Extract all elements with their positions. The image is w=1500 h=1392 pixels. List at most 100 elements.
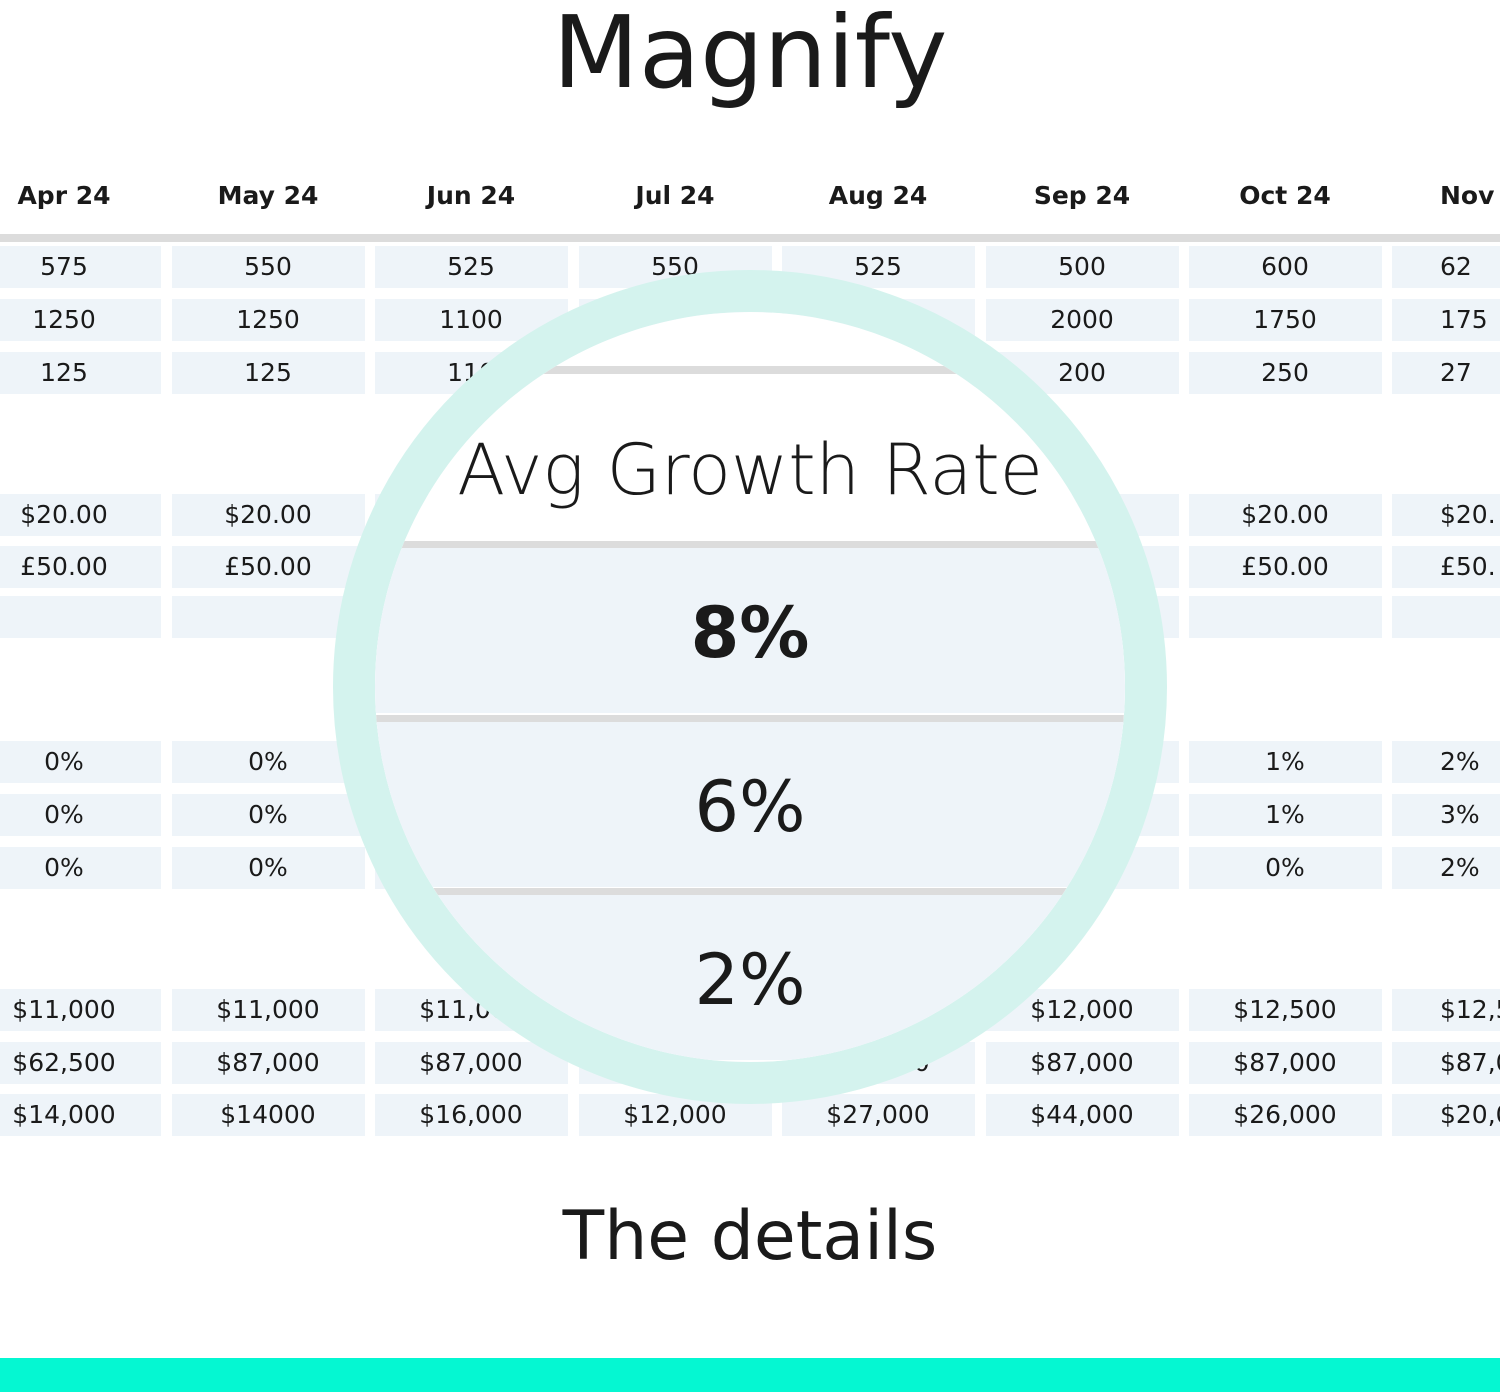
cell — [1189, 352, 1382, 394]
cell — [782, 1094, 975, 1136]
header-rule — [0, 234, 1500, 242]
cell-text: £50. — [1440, 552, 1496, 581]
cell-text: 250 — [1261, 358, 1309, 387]
cell — [1189, 596, 1382, 638]
cell-text: $20.00 — [1241, 500, 1329, 529]
cell-text: 2% — [1440, 853, 1480, 882]
cell-text: $11,000 — [216, 995, 320, 1024]
lens-value: 2% — [694, 939, 806, 1021]
cell-text: 125 — [40, 358, 88, 387]
column-header: Jul 24 — [635, 181, 715, 210]
lens-band — [375, 722, 1125, 887]
lens-value: 8% — [690, 592, 810, 674]
cell-text: 1250 — [32, 305, 96, 334]
lens-band — [375, 548, 1125, 713]
cell-text: £50.00 — [20, 552, 108, 581]
cell — [375, 246, 568, 288]
cell — [1392, 546, 1500, 588]
lens-value: 6% — [694, 766, 806, 848]
cell — [0, 1042, 161, 1084]
lens-rule — [375, 715, 1125, 723]
cell — [1392, 1094, 1500, 1136]
cell-text: $26,000 — [1233, 1100, 1337, 1129]
cell — [172, 352, 365, 394]
cell — [1392, 989, 1500, 1031]
cell-text: 525 — [447, 252, 495, 281]
cell-text: $14000 — [220, 1100, 316, 1129]
column-header: Jun 24 — [426, 181, 516, 210]
column-header: Nov — [1440, 181, 1495, 210]
cell-text: 0% — [44, 800, 84, 829]
cell-text: 0% — [248, 747, 288, 776]
cell — [0, 596, 161, 638]
cell-text: 125 — [244, 358, 292, 387]
cell-text: 1100 — [439, 305, 503, 334]
cell — [172, 1042, 365, 1084]
cell-text: $16,000 — [419, 1100, 523, 1129]
cell — [172, 546, 365, 588]
cell — [1392, 246, 1500, 288]
cell — [0, 494, 161, 536]
cell-text: 0% — [44, 747, 84, 776]
cell-text: $20. — [1440, 500, 1496, 529]
cell-text: $12,000 — [623, 1100, 727, 1129]
cell-text: 2% — [1440, 747, 1480, 776]
cell-text: $12,5 — [1440, 995, 1500, 1024]
cell-text: $20.00 — [20, 500, 108, 529]
cell — [986, 1094, 1179, 1136]
cell — [375, 1094, 568, 1136]
cell-text: 575 — [40, 252, 88, 281]
cell-text: 600 — [1261, 252, 1309, 281]
lens-title: Avg Growth Rate — [457, 429, 1043, 511]
cell — [1189, 546, 1382, 588]
cell-text: 500 — [1058, 252, 1106, 281]
cell — [1189, 299, 1382, 341]
cell-text: 62 — [1440, 252, 1472, 281]
cell-text: 0% — [248, 853, 288, 882]
cell-text: 27 — [1440, 358, 1472, 387]
footer-title: The details — [562, 1197, 938, 1276]
column-header: Apr 24 — [17, 181, 111, 210]
cell — [172, 1094, 365, 1136]
cell-text: $87,000 — [216, 1048, 320, 1077]
cell — [0, 847, 161, 889]
cell — [0, 546, 161, 588]
cell-text: £50.00 — [224, 552, 312, 581]
cell-text: $44,000 — [1030, 1100, 1134, 1129]
page-title: Magnify — [552, 0, 948, 111]
cell — [1189, 847, 1382, 889]
column-header: Oct 24 — [1239, 181, 1331, 210]
cell — [1189, 989, 1382, 1031]
cell — [0, 989, 161, 1031]
cell — [1189, 1094, 1382, 1136]
cell-text: $12,500 — [1233, 995, 1337, 1024]
cell-text: 0% — [248, 800, 288, 829]
lens: Avg Growth Rate 8% 6% 2% — [375, 312, 1125, 1062]
cell — [1189, 741, 1382, 783]
cell — [172, 741, 365, 783]
cell-text: $87,000 — [1233, 1048, 1337, 1077]
cell-text: $62,500 — [12, 1048, 116, 1077]
cell-text: £50.00 — [1241, 552, 1329, 581]
cell-text: $20.00 — [224, 500, 312, 529]
cell — [0, 741, 161, 783]
cell — [1392, 299, 1500, 341]
cell — [1392, 1042, 1500, 1084]
cell — [1189, 1042, 1382, 1084]
cell — [172, 246, 365, 288]
cell-text: 175 — [1440, 305, 1488, 334]
cell-text: 0% — [1265, 853, 1305, 882]
cell-text: $11,000 — [12, 995, 116, 1024]
cell — [986, 299, 1179, 341]
lens-rule — [375, 888, 1125, 896]
cell-text: $27,000 — [826, 1100, 930, 1129]
cell — [1392, 741, 1500, 783]
cell-text: 1% — [1265, 800, 1305, 829]
cell-text: 2000 — [1050, 305, 1114, 334]
cell — [1189, 246, 1382, 288]
column-header: Sep 24 — [1033, 181, 1131, 210]
cell — [0, 1094, 161, 1136]
cell — [1392, 596, 1500, 638]
cell-text: 525 — [854, 252, 902, 281]
